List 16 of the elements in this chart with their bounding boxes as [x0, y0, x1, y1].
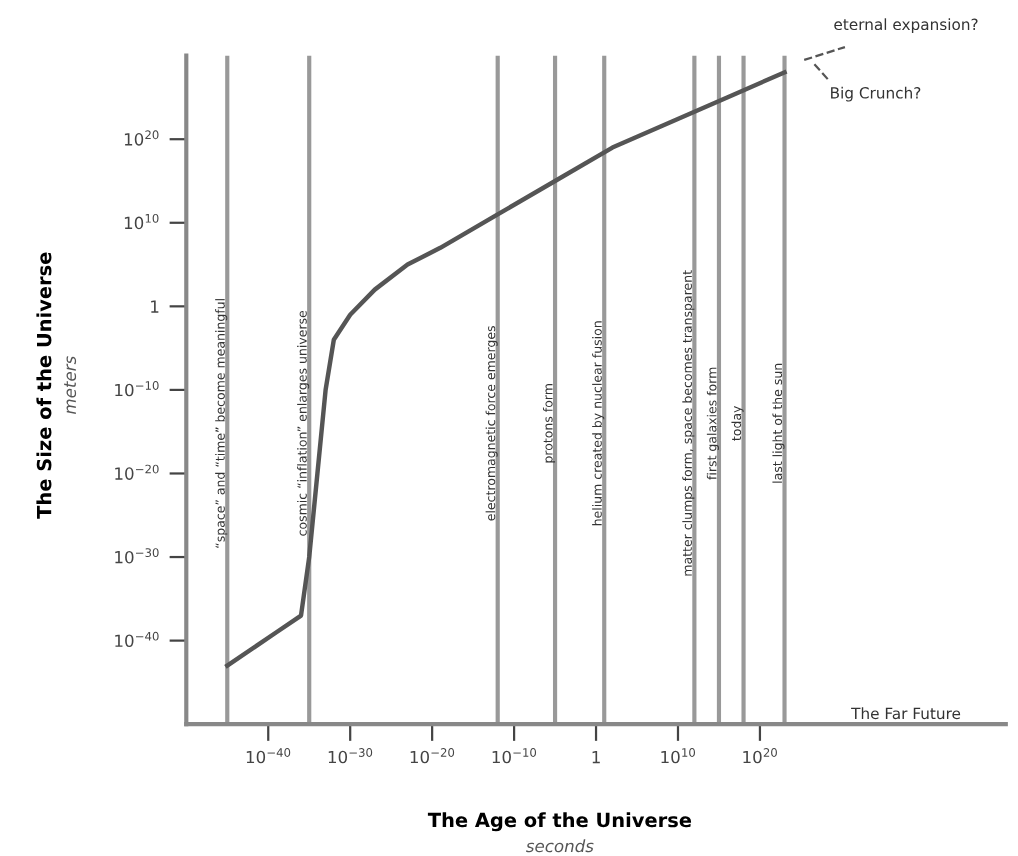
y-tick-label: 10$^{−20}$ [115, 464, 159, 480]
x-tick-label: 10$^{10}$ [661, 748, 696, 764]
x-tick-label: 10$^{20}$ [743, 748, 777, 764]
y-tick-label: 10$^{10}$ [124, 213, 159, 230]
x-axis-title: The Age of the Universe seconds [427, 812, 692, 853]
x-tick-label: 10$^{−40}$ [246, 748, 291, 764]
y-tick-label: 10$^{20}$ [124, 130, 159, 146]
x-tick-label: 10$^{−10}$ [492, 748, 537, 764]
y-tick-label: 10$^{−30}$ [115, 548, 159, 564]
y-tick-label: 1 [151, 300, 159, 313]
y-tick-label: 10$^{−10}$ [115, 381, 159, 397]
x-tick-label: 10$^{−20}$ [410, 748, 455, 764]
x-tick-label: 1 [592, 751, 600, 764]
y-axis-title: The Size of the Universe meters [36, 252, 77, 519]
x-tick-label: 10$^{−30}$ [328, 748, 373, 764]
y-tick-label: 10$^{−40}$ [115, 631, 159, 648]
